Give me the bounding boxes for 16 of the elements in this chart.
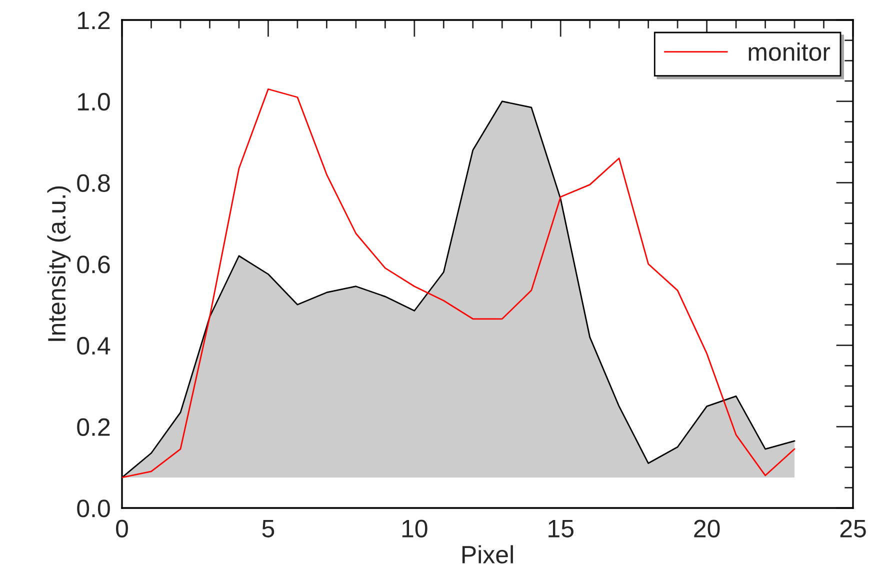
- y-tick-label: 0.2: [77, 418, 110, 436]
- y-tick-label: 0.4: [77, 336, 110, 355]
- x-axis-title: Pixel: [462, 545, 513, 564]
- y-tick-label: 0.6: [77, 256, 110, 274]
- x-tick-label: 20: [694, 520, 720, 538]
- y-tick-label: 1.2: [78, 12, 110, 30]
- x-tick-label: 10: [402, 520, 428, 538]
- y-tick-label: 0.0: [77, 500, 110, 518]
- y-axis-title: Intensity (a.u.): [47, 186, 71, 341]
- x-tick-label: 0: [116, 520, 128, 538]
- y-tick-label: 1.0: [78, 92, 110, 111]
- x-tick-label: 5: [262, 520, 274, 538]
- x-tick-label: 15: [548, 520, 574, 538]
- y-tick-label: 0.8: [77, 174, 110, 192]
- legend-label: monitor: [748, 42, 830, 61]
- x-tick-label: 25: [840, 520, 866, 538]
